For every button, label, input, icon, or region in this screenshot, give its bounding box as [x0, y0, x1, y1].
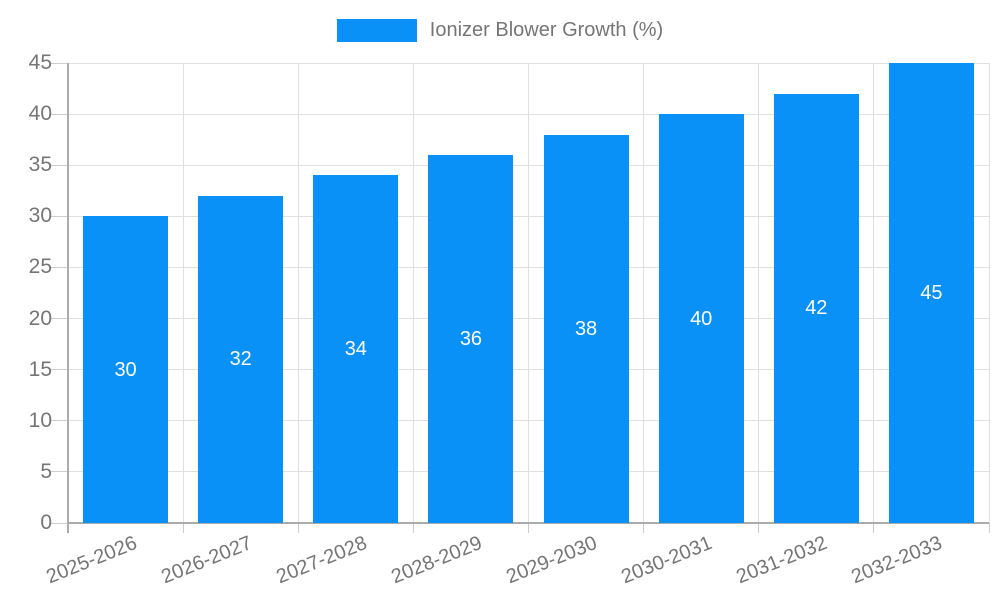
gridline-vertical: [758, 63, 760, 523]
x-tick-mark: [297, 523, 299, 533]
y-tick-mark: [51, 113, 68, 115]
x-tick-mark: [758, 523, 760, 533]
bar-value-label: 32: [229, 348, 252, 371]
x-axis-line: [68, 522, 989, 524]
y-tick-mark: [51, 318, 68, 320]
y-tick-label: 0: [40, 511, 52, 534]
legend-swatch: [336, 19, 417, 42]
bar-value-label: 45: [920, 282, 943, 304]
bar[interactable]: [313, 175, 399, 523]
gridline-vertical: [643, 63, 645, 523]
gridline-vertical: [988, 63, 990, 523]
legend-label: Ionizer Blower Growth (%): [429, 19, 664, 41]
bar[interactable]: [658, 114, 744, 523]
gridline-vertical: [528, 63, 529, 523]
y-tick-mark: [51, 215, 68, 217]
y-tick-mark: [51, 420, 68, 422]
gridline-vertical: [182, 63, 184, 523]
bar[interactable]: [773, 93, 859, 523]
bar[interactable]: [428, 155, 514, 523]
gridline-vertical: [297, 63, 299, 523]
bar-value-label: 40: [690, 307, 713, 330]
y-tick-mark: [51, 164, 68, 166]
y-tick-mark: [51, 62, 68, 64]
bar[interactable]: [198, 195, 284, 523]
y-tick-label: 45: [28, 51, 52, 74]
legend[interactable]: Ionizer Blower Growth (%): [0, 19, 1000, 42]
x-tick-mark: [643, 523, 645, 533]
bar-value-label: 36: [459, 328, 483, 350]
bar[interactable]: [543, 134, 629, 523]
y-tick-label: 5: [40, 459, 52, 483]
y-tick-label: 20: [28, 306, 52, 330]
bar[interactable]: [83, 216, 169, 523]
y-tick-label: 15: [28, 357, 52, 381]
y-tick-mark: [51, 369, 68, 371]
y-axis-line: [67, 63, 69, 533]
bar-value-label: 38: [574, 317, 598, 340]
bar-value-label: 34: [344, 338, 367, 361]
x-tick-mark: [412, 523, 414, 533]
y-tick-mark: [51, 266, 68, 268]
y-tick-label: 10: [28, 408, 52, 432]
gridline-vertical: [873, 63, 875, 523]
bar-value-label: 30: [114, 358, 137, 381]
gridline-vertical: [412, 63, 414, 523]
y-tick-mark: [51, 522, 68, 524]
bar-value-label: 42: [805, 297, 828, 320]
y-tick-label: 40: [28, 102, 52, 126]
x-tick-mark: [873, 523, 875, 533]
y-tick-label: 30: [28, 204, 52, 228]
y-tick-label: 25: [28, 255, 52, 279]
bar[interactable]: [888, 63, 974, 523]
y-tick-mark: [51, 471, 68, 473]
y-tick-label: 35: [28, 153, 52, 177]
x-tick-mark: [988, 523, 990, 533]
x-tick-mark: [528, 523, 529, 533]
x-tick-mark: [182, 523, 184, 533]
